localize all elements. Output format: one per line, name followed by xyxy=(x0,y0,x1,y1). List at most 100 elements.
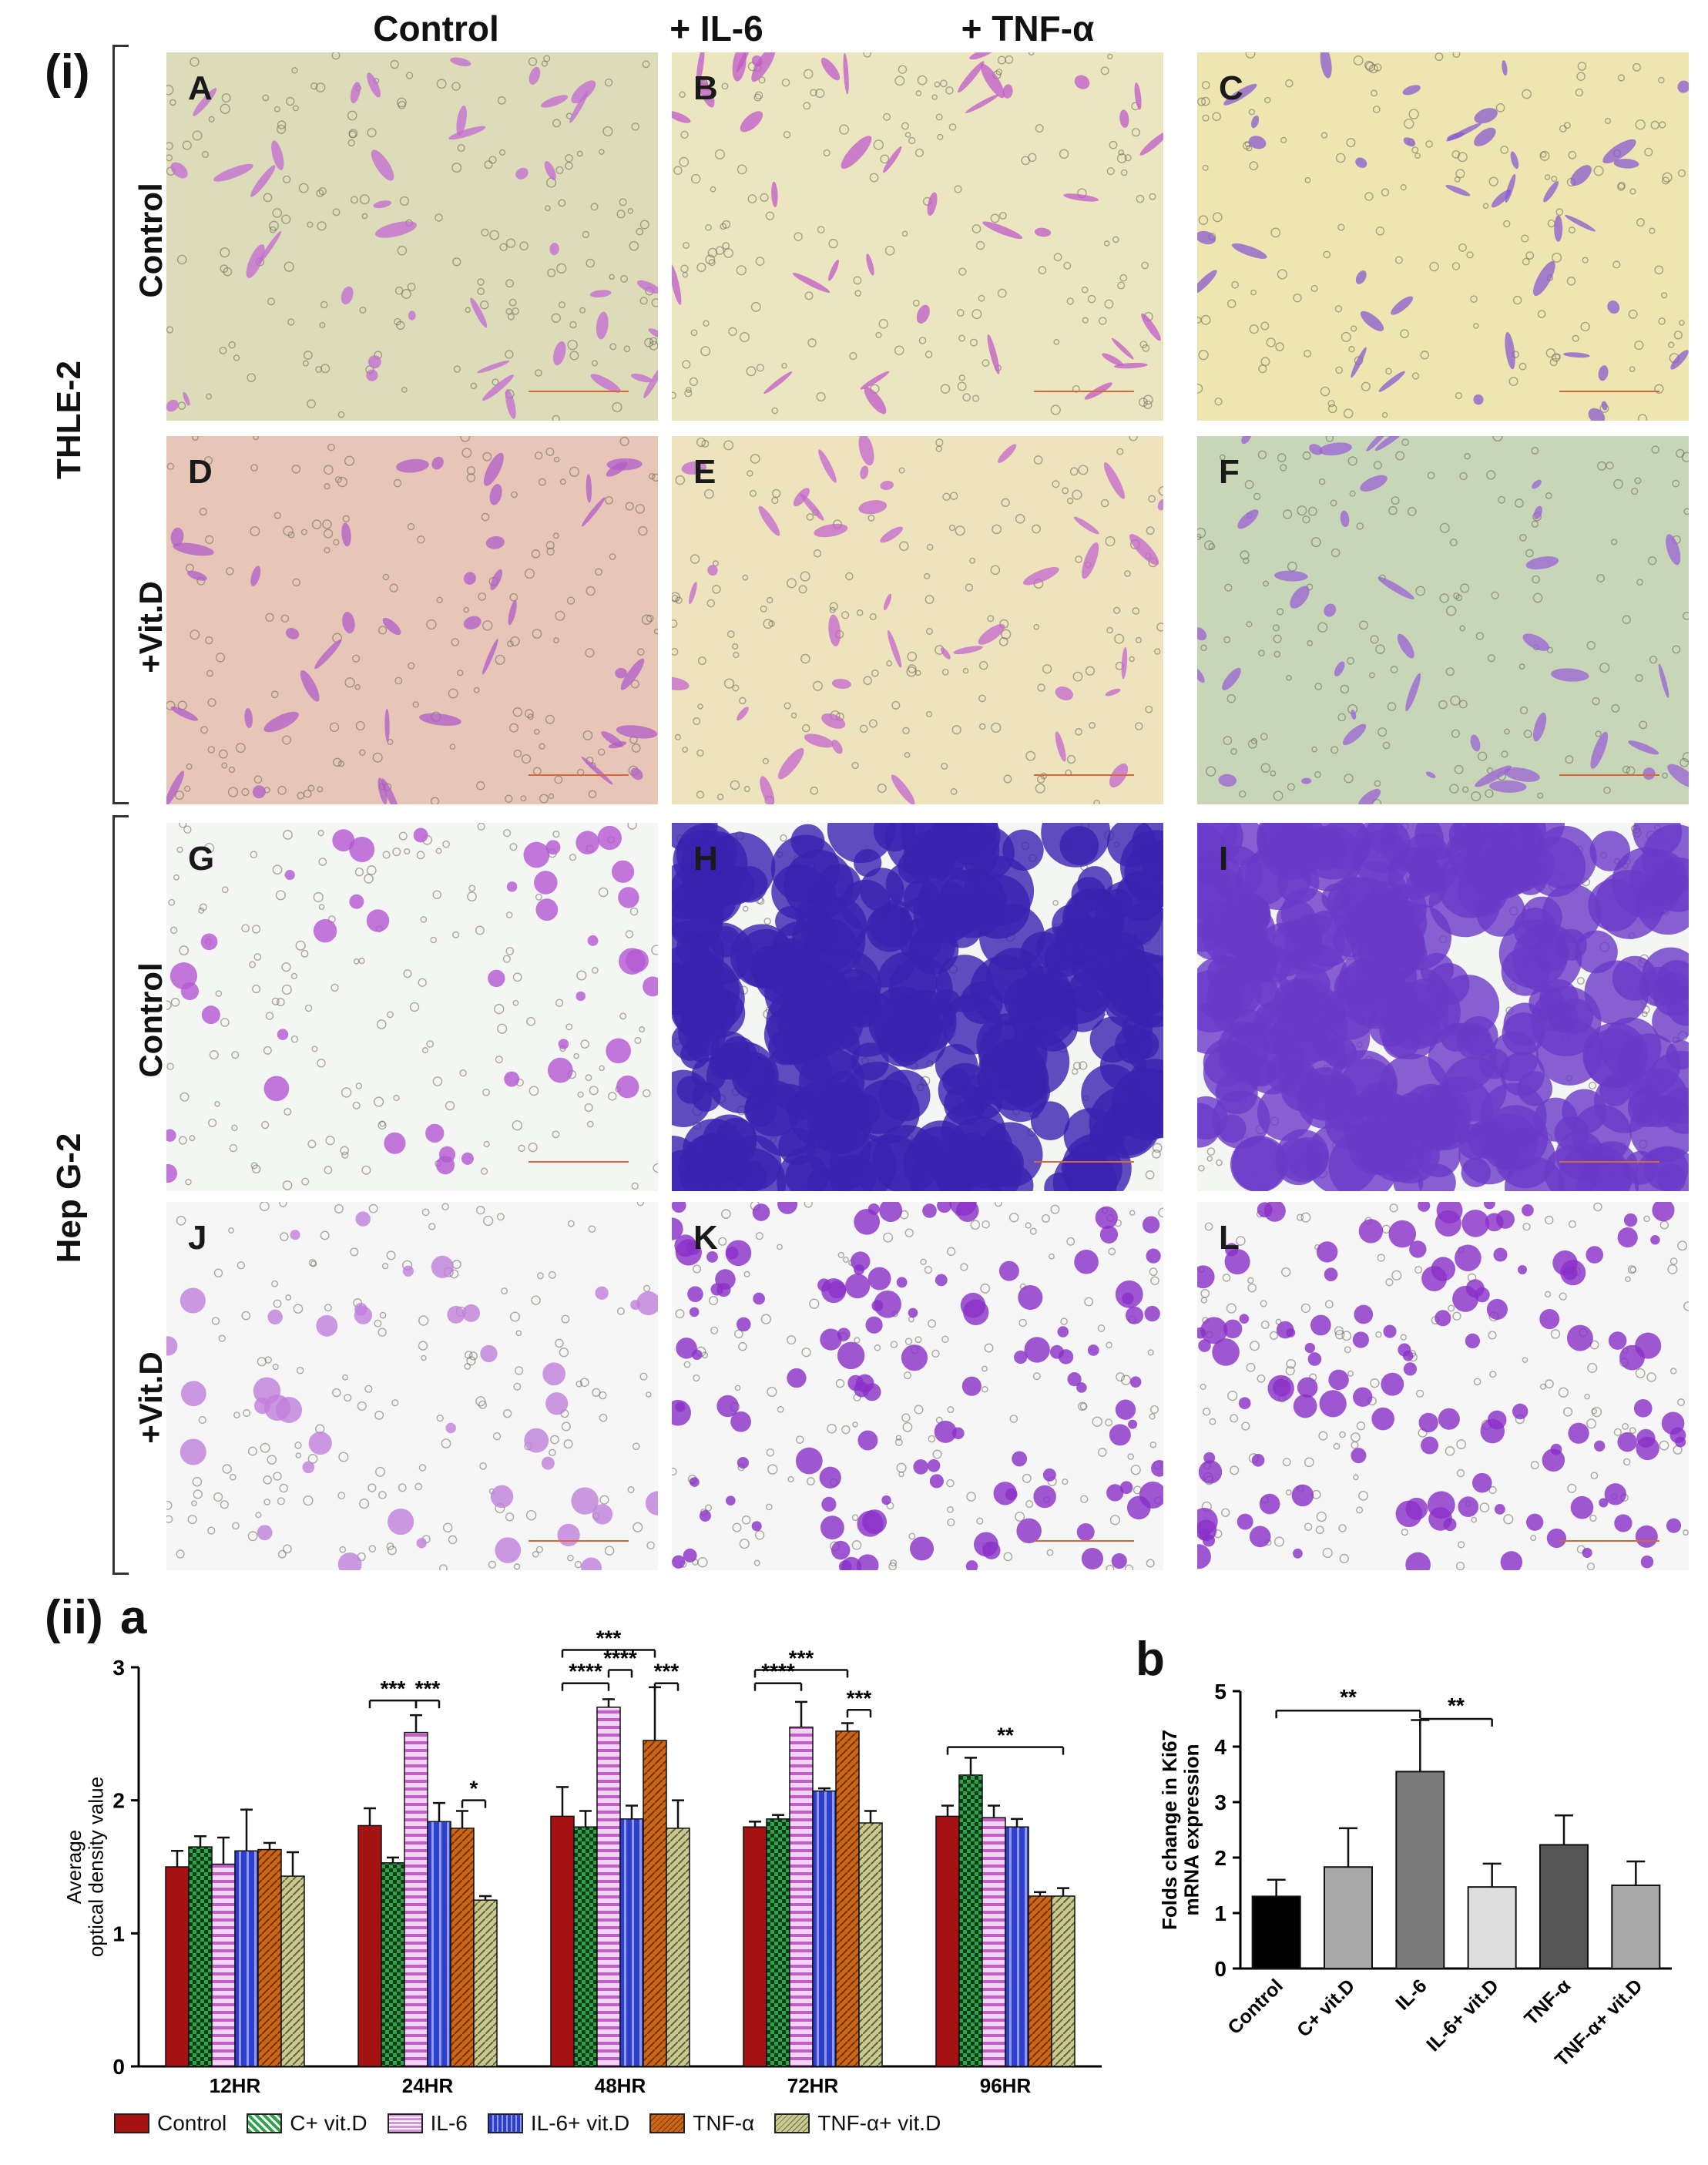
micrograph-panel-j: J xyxy=(166,1202,658,1570)
legend-label: Control xyxy=(157,2111,227,2135)
hepg2-bracket xyxy=(112,815,129,1575)
bar xyxy=(743,1826,767,2067)
chart-a-letter: a xyxy=(120,1591,147,1644)
section-i-label: (i) xyxy=(45,45,90,99)
y-tick-label: 1 xyxy=(112,1922,125,1945)
column-header-tnf: + TNF-α xyxy=(961,8,1095,49)
legend-label: IL-6+ vit.D xyxy=(530,2111,630,2135)
panel-letter: F xyxy=(1219,453,1240,491)
panel-letter: I xyxy=(1219,840,1229,878)
bar xyxy=(789,1726,814,2067)
section-ii-label: (ii) xyxy=(45,1591,103,1644)
legend-swatch xyxy=(247,2113,283,2133)
bar xyxy=(935,1815,960,2067)
x-tick-label: TNF-α xyxy=(1520,1975,1575,2029)
legend-item: IL-6 xyxy=(387,2111,468,2136)
significance-label: **** xyxy=(603,1646,637,1670)
legend-label: IL-6 xyxy=(430,2111,468,2135)
chart-a-optical-density: 0 1 2 3 Averageoptical density value 12HR 24HR… xyxy=(62,1626,1102,2097)
x-tick-label: 12HR xyxy=(210,2074,261,2097)
legend-item: TNF-α xyxy=(649,2111,754,2136)
bar xyxy=(812,1790,837,2067)
legend-item: IL-6+ vit.D xyxy=(487,2111,630,2136)
micrograph-panel-i: I xyxy=(1197,823,1689,1191)
group-label-thle2: THLE-2 xyxy=(50,361,88,479)
chart-a-legend: Control C+ vit.D IL-6 IL-6+ vit.D TNF-α … xyxy=(114,2111,941,2136)
significance-label: *** xyxy=(847,1686,872,1710)
significance-label: *** xyxy=(415,1677,441,1700)
x-tick-label: C+ vit.D xyxy=(1293,1975,1359,2041)
bar xyxy=(234,1850,259,2067)
panel-letter: H xyxy=(693,840,718,878)
legend-item: TNF-α+ vit.D xyxy=(774,2111,941,2136)
bar xyxy=(280,1875,305,2067)
bar xyxy=(573,1826,598,2067)
bar xyxy=(958,1774,983,2067)
bar xyxy=(858,1822,883,2067)
y-tick-label: 5 xyxy=(1214,1680,1226,1703)
bar xyxy=(404,1731,428,2067)
legend-swatch xyxy=(774,2113,810,2133)
y-tick-label: 3 xyxy=(1214,1791,1226,1814)
column-header-il6: + IL-6 xyxy=(669,8,763,49)
bar xyxy=(1324,1866,1373,1969)
legend-swatch xyxy=(387,2113,423,2133)
thle2-bracket xyxy=(112,45,129,804)
row-label-thle2-vitd: +Vit.D xyxy=(133,581,169,673)
panel-letter: L xyxy=(1219,1219,1240,1257)
bar xyxy=(165,1866,190,2067)
panel-letter: G xyxy=(188,840,215,878)
micrograph-panel-h: H xyxy=(672,823,1163,1191)
bar xyxy=(596,1707,621,2067)
bar xyxy=(1539,1844,1589,1969)
group-label-hepg2: Hep G-2 xyxy=(50,1133,88,1264)
y-tick-label: 2 xyxy=(1214,1846,1226,1870)
bar xyxy=(643,1740,667,2067)
significance-label: **** xyxy=(569,1660,602,1683)
significance-label: **** xyxy=(761,1660,795,1683)
micrograph-panel-a: A xyxy=(166,52,658,421)
x-tick-label: Control xyxy=(1223,1975,1287,2039)
y-axis-label: Averageoptical density value xyxy=(62,1777,108,1957)
legend-swatch xyxy=(649,2113,686,2133)
chart-b-ki67-expression: 0 1 2 3 4 5 Folds change in Ki67mRNA expressio… xyxy=(1158,1680,1672,2071)
micrograph-panel-l: L xyxy=(1197,1202,1689,1570)
legend-swatch xyxy=(487,2113,523,2133)
bar xyxy=(473,1899,498,2067)
bar xyxy=(766,1818,790,2067)
row-label-hepg2-vitd: +Vit.D xyxy=(133,1351,169,1444)
y-tick-label: 0 xyxy=(1214,1957,1226,1981)
x-tick-label: 24HR xyxy=(402,2074,454,2097)
row-label-hepg2-control: Control xyxy=(133,962,169,1078)
panel-letter: J xyxy=(188,1219,207,1257)
significance-label: *** xyxy=(381,1677,406,1700)
significance-label: *** xyxy=(596,1626,622,1650)
y-tick-label: 3 xyxy=(112,1656,125,1680)
y-tick-label: 4 xyxy=(1214,1735,1226,1759)
significance-label: ** xyxy=(1340,1685,1357,1709)
bar xyxy=(427,1821,451,2067)
bar xyxy=(835,1730,860,2067)
x-tick-label: IL-6 xyxy=(1391,1975,1431,2014)
micrograph-panel-e: E xyxy=(672,436,1163,804)
bar xyxy=(1611,1885,1661,1969)
panel-letter: K xyxy=(693,1219,718,1257)
panel-letter: C xyxy=(1219,69,1243,107)
significance-label: *** xyxy=(654,1660,680,1683)
bar xyxy=(982,1817,1006,2067)
bar xyxy=(1005,1826,1029,2067)
y-tick-label: 0 xyxy=(112,2055,125,2079)
legend-label: TNF-α+ vit.D xyxy=(817,2111,941,2135)
legend-label: TNF-α xyxy=(693,2111,755,2135)
x-tick-label: IL-6+ vit.D xyxy=(1422,1975,1503,2056)
panel-letter: B xyxy=(693,69,718,107)
x-tick-label: 96HR xyxy=(980,2074,1032,2097)
micrograph-panel-c: C xyxy=(1197,52,1689,421)
bar xyxy=(357,1824,382,2067)
panel-letter: D xyxy=(188,453,213,491)
x-tick-label: 72HR xyxy=(787,2074,839,2097)
bar xyxy=(211,1863,236,2067)
bar xyxy=(381,1862,405,2067)
legend-swatch xyxy=(114,2113,149,2133)
bar xyxy=(1395,1771,1445,1969)
